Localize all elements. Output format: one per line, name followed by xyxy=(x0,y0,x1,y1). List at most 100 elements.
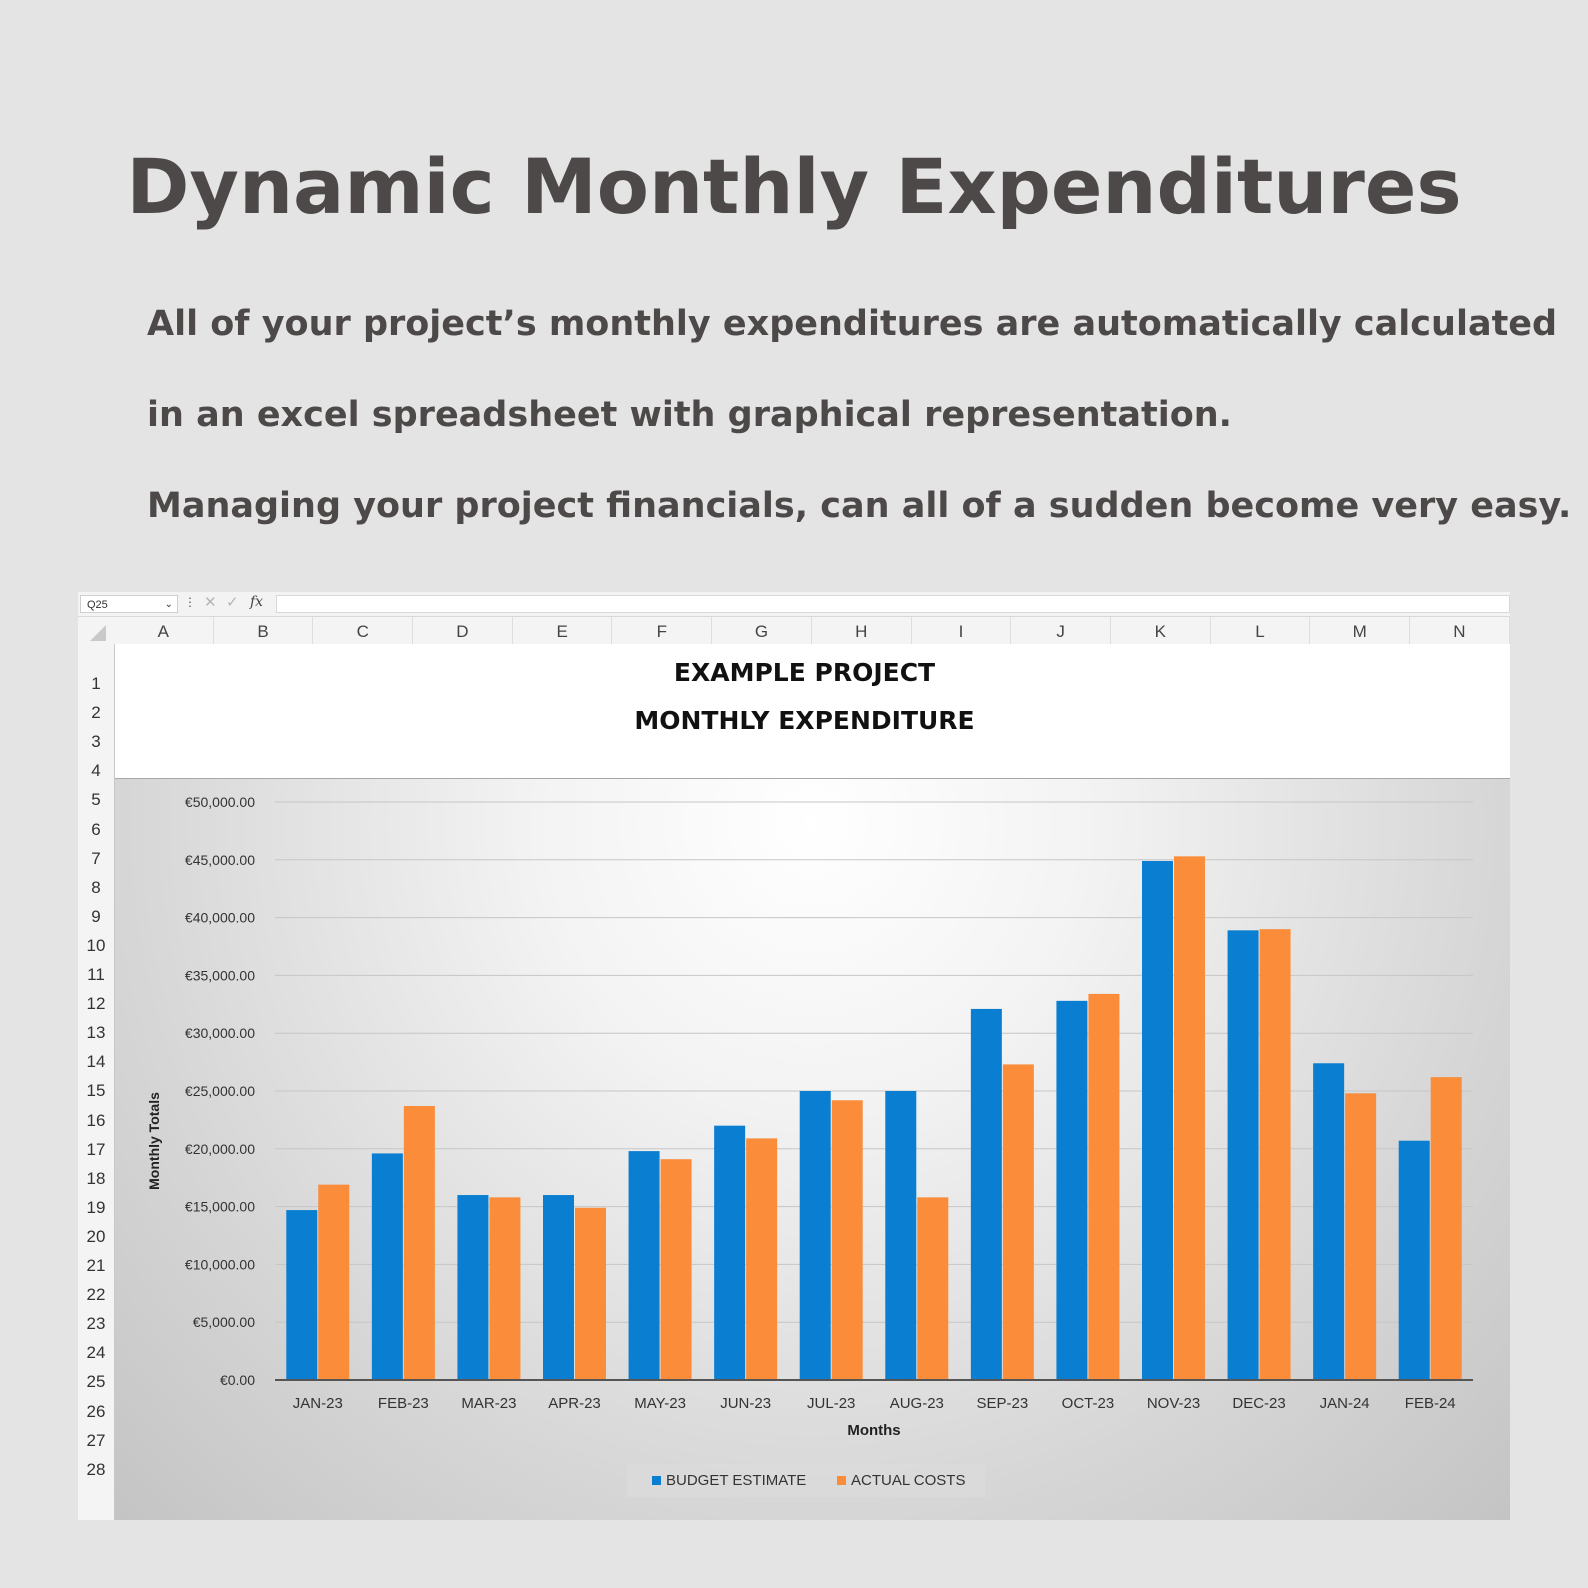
name-box[interactable]: Q25 ⌄ xyxy=(80,595,178,613)
bar-actual-apr-23 xyxy=(575,1207,606,1380)
bar-budget-jul-23 xyxy=(799,1091,831,1380)
x-tick-label: SEP-23 xyxy=(977,1395,1029,1412)
row-header-18[interactable]: 18 xyxy=(86,1168,106,1188)
row-header-24[interactable]: 24 xyxy=(86,1343,106,1363)
x-tick-label: DEC-23 xyxy=(1232,1395,1285,1412)
column-header-e[interactable]: E xyxy=(513,617,613,644)
row-header-21[interactable]: 21 xyxy=(86,1256,106,1275)
y-tick-label: €35,000.00 xyxy=(185,967,255,983)
row-header-10[interactable]: 10 xyxy=(86,935,106,955)
row-header-3[interactable]: 3 xyxy=(91,732,101,752)
function-icon[interactable]: fx xyxy=(250,594,264,610)
bar-actual-nov-23 xyxy=(1174,856,1205,1380)
y-tick-label: €45,000.00 xyxy=(185,852,255,868)
column-header-m[interactable]: M xyxy=(1310,617,1411,644)
bar-actual-feb-23 xyxy=(403,1106,435,1380)
row-header-22[interactable]: 22 xyxy=(86,1285,106,1305)
row-header-20[interactable]: 20 xyxy=(86,1226,106,1246)
x-tick-label: APR-23 xyxy=(548,1395,601,1412)
bar-budget-oct-23 xyxy=(1056,1000,1088,1380)
x-tick-label: JUL-23 xyxy=(807,1395,855,1412)
description-line-3: Managing your project financials, can al… xyxy=(147,486,1572,526)
bar-actual-may-23 xyxy=(660,1159,692,1380)
legend-swatch-budget xyxy=(652,1476,661,1485)
column-header-k[interactable]: K xyxy=(1111,617,1211,644)
chevron-down-icon[interactable]: ⌄ xyxy=(164,599,173,610)
more-options-icon[interactable]: ⋮ xyxy=(184,595,196,609)
bar-actual-aug-23 xyxy=(917,1197,949,1380)
row-header-19[interactable]: 19 xyxy=(86,1197,106,1217)
bar-actual-jul-23 xyxy=(831,1100,863,1380)
row-header-5[interactable]: 5 xyxy=(91,790,101,810)
y-tick-label: €5,000.00 xyxy=(193,1314,255,1330)
row-header-26[interactable]: 26 xyxy=(86,1401,106,1421)
row-header-17[interactable]: 17 xyxy=(86,1139,106,1159)
name-box-value: Q25 xyxy=(87,599,108,611)
bar-budget-aug-23 xyxy=(885,1091,917,1380)
cancel-icon[interactable]: ✕ xyxy=(204,593,217,611)
row-header-12[interactable]: 12 xyxy=(86,994,106,1014)
column-header-c[interactable]: C xyxy=(313,617,414,644)
column-header-l[interactable]: L xyxy=(1211,617,1311,644)
row-header-14[interactable]: 14 xyxy=(86,1052,106,1072)
bar-actual-oct-23 xyxy=(1088,993,1120,1380)
row-header-1[interactable]: 1 xyxy=(91,674,101,693)
select-all-icon xyxy=(90,625,106,641)
column-header-a[interactable]: A xyxy=(114,617,214,644)
bar-budget-mar-23 xyxy=(457,1195,489,1380)
column-header-i[interactable]: I xyxy=(912,617,1012,644)
x-tick-label: OCT-23 xyxy=(1062,1395,1115,1412)
check-icon[interactable]: ✓ xyxy=(226,593,239,611)
column-header-f[interactable]: F xyxy=(613,617,713,644)
bar-actual-jan-24 xyxy=(1345,1093,1377,1380)
x-tick-label: AUG-23 xyxy=(890,1395,944,1412)
bar-budget-may-23 xyxy=(628,1151,660,1380)
legend-box xyxy=(627,1464,985,1497)
row-header-8[interactable]: 8 xyxy=(91,877,101,897)
row-header-28[interactable]: 28 xyxy=(86,1459,106,1479)
row-header-23[interactable]: 23 xyxy=(86,1314,106,1334)
x-tick-label: MAR-23 xyxy=(461,1395,516,1412)
select-all-corner[interactable] xyxy=(78,617,114,644)
row-header-16[interactable]: 16 xyxy=(86,1110,106,1130)
column-header-h[interactable]: H xyxy=(812,617,912,644)
bar-actual-jun-23 xyxy=(746,1138,778,1380)
legend-label-actual: ACTUAL COSTS xyxy=(851,1472,965,1489)
formula-input[interactable] xyxy=(276,595,1510,613)
bar-budget-apr-23 xyxy=(543,1195,574,1380)
bar-actual-dec-23 xyxy=(1259,929,1291,1380)
row-header-13[interactable]: 13 xyxy=(86,1023,106,1043)
legend-label-budget: BUDGET ESTIMATE xyxy=(666,1472,806,1489)
bar-budget-feb-23 xyxy=(371,1153,403,1380)
column-header-d[interactable]: D xyxy=(413,617,513,644)
column-header-j[interactable]: J xyxy=(1011,617,1111,644)
row-header-4[interactable]: 4 xyxy=(91,761,101,781)
bar-budget-nov-23 xyxy=(1142,860,1173,1380)
bar-budget-jan-24 xyxy=(1313,1063,1345,1380)
description-line-2: in an excel spreadsheet with graphical r… xyxy=(147,395,1232,435)
sheet-title-area: EXAMPLE PROJECT MONTHLY EXPENDITURE xyxy=(115,644,1510,779)
x-tick-label: MAY-23 xyxy=(634,1395,686,1412)
chart-area[interactable]: €0.00 €5,000.00 €10,000.00 €15,000.00 €20,00… xyxy=(115,779,1510,1520)
x-tick-label: JUN-23 xyxy=(720,1395,771,1412)
row-header-11[interactable]: 11 xyxy=(87,965,105,984)
column-header-b[interactable]: B xyxy=(214,617,314,644)
column-header-g[interactable]: G xyxy=(712,617,812,644)
y-tick-label: €50,000.00 xyxy=(185,794,255,810)
row-header-25[interactable]: 25 xyxy=(86,1372,106,1392)
row-header-15[interactable]: 15 xyxy=(86,1081,106,1101)
bar-actual-jan-23 xyxy=(318,1184,350,1380)
row-header-7[interactable]: 7 xyxy=(91,848,101,868)
y-tick-label: €25,000.00 xyxy=(185,1083,255,1099)
y-tick-label: €15,000.00 xyxy=(185,1199,255,1215)
y-tick-label: €0.00 xyxy=(220,1372,255,1388)
row-header-9[interactable]: 9 xyxy=(91,906,101,926)
row-header-6[interactable]: 6 xyxy=(91,819,101,839)
row-header-2[interactable]: 2 xyxy=(91,703,101,723)
formula-bar: Q25 ⌄ ⋮ ✕ ✓ fx xyxy=(78,592,1510,617)
row-header-27[interactable]: 27 xyxy=(86,1430,106,1450)
y-tick-label: €40,000.00 xyxy=(185,910,255,926)
bar-actual-mar-23 xyxy=(489,1197,521,1380)
column-header-n[interactable]: N xyxy=(1410,617,1510,644)
